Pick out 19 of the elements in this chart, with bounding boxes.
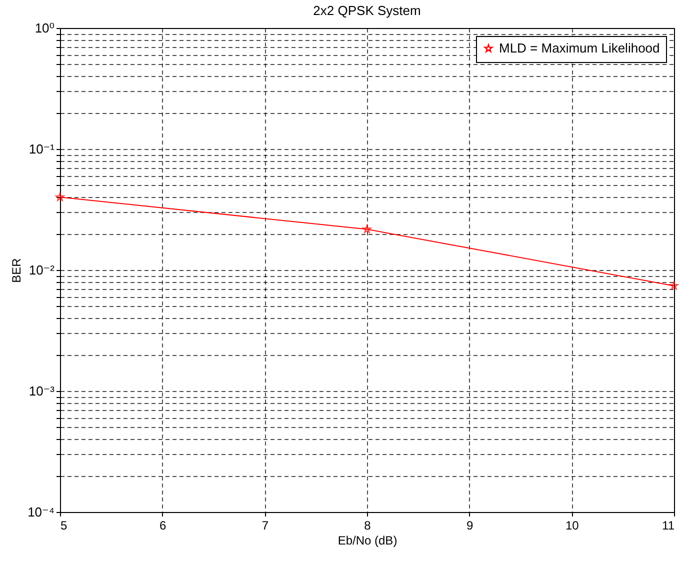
x-tick-label: 10 [565,518,580,532]
y-tick-label: 10⁻² [28,262,56,278]
y-tick-label: 10⁰ [34,20,54,36]
point [56,192,64,201]
x-tick-label: 9 [466,518,474,532]
legend-label: MLD = Maximum Likelihood [499,40,660,56]
x-tick-label: 8 [364,518,372,532]
point [362,224,372,234]
y-tick-label: 10⁻³ [28,384,56,398]
x-tick-label: 5 [60,518,68,532]
x-tick-label: 7 [262,518,269,532]
x-tick-label: 11 [662,518,675,532]
point [670,281,678,290]
x-axis-title: Eb/No (dB) [338,534,398,548]
y-tick-label: 10⁻⁴ [28,504,54,520]
y-axis-title: BER [10,258,24,283]
x-tick-label: 6 [159,518,166,532]
chart-title: 2x2 QPSK System [313,3,421,18]
y-tick-label: 10⁻¹ [28,142,56,156]
